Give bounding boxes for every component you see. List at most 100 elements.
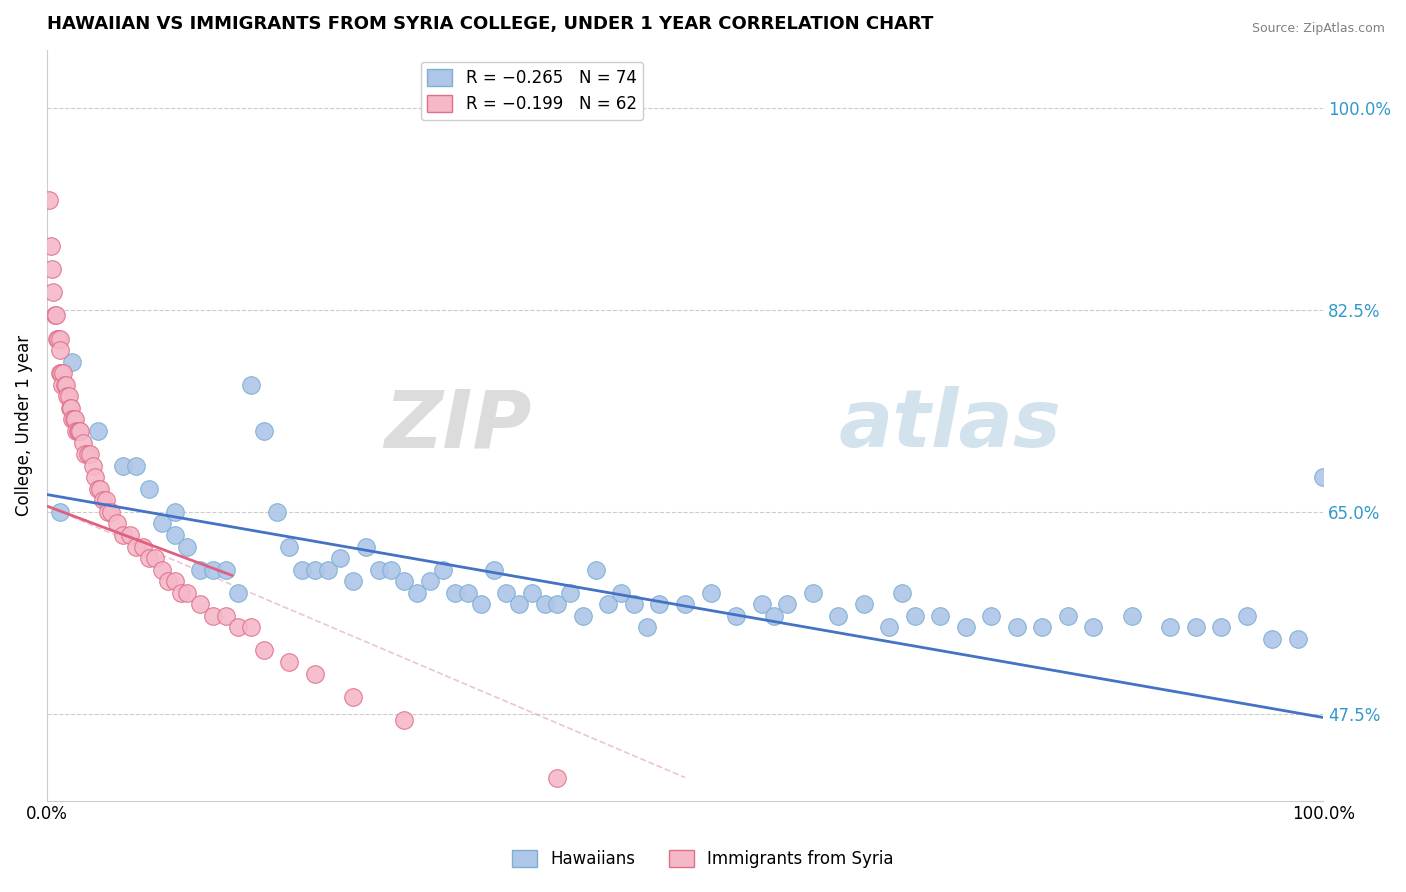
- Point: [188, 597, 211, 611]
- Point: [598, 597, 620, 611]
- Point: [904, 608, 927, 623]
- Point: [66, 424, 89, 438]
- Point: [585, 563, 607, 577]
- Point: [354, 540, 377, 554]
- Point: [79, 447, 101, 461]
- Point: [329, 551, 352, 566]
- Point: [367, 563, 389, 577]
- Point: [125, 458, 148, 473]
- Point: [157, 574, 180, 589]
- Point: [623, 597, 645, 611]
- Point: [56, 389, 79, 403]
- Point: [138, 482, 160, 496]
- Point: [163, 505, 186, 519]
- Point: [1057, 608, 1080, 623]
- Point: [94, 493, 117, 508]
- Point: [929, 608, 952, 623]
- Point: [39, 239, 62, 253]
- Point: [48, 343, 70, 358]
- Point: [41, 262, 63, 277]
- Point: [1031, 620, 1053, 634]
- Point: [69, 424, 91, 438]
- Point: [100, 505, 122, 519]
- Point: [75, 447, 97, 461]
- Point: [1083, 620, 1105, 634]
- Y-axis label: College, Under 1 year: College, Under 1 year: [15, 334, 32, 516]
- Point: [419, 574, 441, 589]
- Point: [51, 377, 73, 392]
- Point: [304, 666, 326, 681]
- Point: [444, 585, 467, 599]
- Point: [763, 608, 786, 623]
- Point: [648, 597, 671, 611]
- Point: [470, 597, 492, 611]
- Point: [228, 585, 250, 599]
- Point: [406, 585, 429, 599]
- Point: [53, 377, 76, 392]
- Text: atlas: atlas: [838, 386, 1062, 464]
- Point: [1286, 632, 1309, 646]
- Point: [482, 563, 505, 577]
- Point: [1312, 470, 1334, 484]
- Point: [131, 540, 153, 554]
- Point: [342, 690, 364, 704]
- Point: [266, 505, 288, 519]
- Point: [457, 585, 479, 599]
- Point: [89, 482, 111, 496]
- Point: [278, 655, 301, 669]
- Point: [801, 585, 824, 599]
- Point: [48, 505, 70, 519]
- Point: [59, 401, 82, 415]
- Point: [751, 597, 773, 611]
- Point: [546, 771, 568, 785]
- Point: [776, 597, 799, 611]
- Point: [304, 563, 326, 577]
- Point: [495, 585, 517, 599]
- Point: [46, 332, 69, 346]
- Point: [380, 563, 402, 577]
- Point: [610, 585, 633, 599]
- Point: [62, 354, 84, 368]
- Point: [60, 401, 83, 415]
- Legend: Hawaiians, Immigrants from Syria: Hawaiians, Immigrants from Syria: [506, 843, 900, 875]
- Point: [45, 309, 67, 323]
- Legend: R = −0.265   N = 74, R = −0.199   N = 62: R = −0.265 N = 74, R = −0.199 N = 62: [420, 62, 643, 120]
- Point: [118, 528, 141, 542]
- Point: [82, 458, 104, 473]
- Point: [201, 608, 224, 623]
- Point: [163, 528, 186, 542]
- Point: [214, 608, 236, 623]
- Point: [62, 412, 84, 426]
- Point: [546, 597, 568, 611]
- Point: [76, 447, 98, 461]
- Point: [44, 309, 66, 323]
- Point: [636, 620, 658, 634]
- Point: [150, 516, 173, 531]
- Point: [138, 551, 160, 566]
- Point: [278, 540, 301, 554]
- Point: [253, 424, 276, 438]
- Point: [125, 540, 148, 554]
- Point: [572, 608, 595, 623]
- Point: [48, 366, 70, 380]
- Point: [394, 574, 416, 589]
- Point: [877, 620, 900, 634]
- Text: HAWAIIAN VS IMMIGRANTS FROM SYRIA COLLEGE, UNDER 1 YEAR CORRELATION CHART: HAWAIIAN VS IMMIGRANTS FROM SYRIA COLLEG…: [46, 15, 934, 33]
- Point: [163, 574, 186, 589]
- Point: [394, 713, 416, 727]
- Text: ZIP: ZIP: [384, 386, 531, 464]
- Point: [87, 424, 110, 438]
- Text: Source: ZipAtlas.com: Source: ZipAtlas.com: [1251, 22, 1385, 36]
- Point: [38, 193, 60, 207]
- Point: [105, 516, 128, 531]
- Point: [980, 608, 1002, 623]
- Point: [42, 285, 65, 300]
- Point: [1236, 608, 1258, 623]
- Point: [55, 377, 77, 392]
- Point: [508, 597, 530, 611]
- Point: [253, 643, 276, 657]
- Point: [1184, 620, 1206, 634]
- Point: [852, 597, 875, 611]
- Point: [97, 505, 120, 519]
- Point: [72, 435, 94, 450]
